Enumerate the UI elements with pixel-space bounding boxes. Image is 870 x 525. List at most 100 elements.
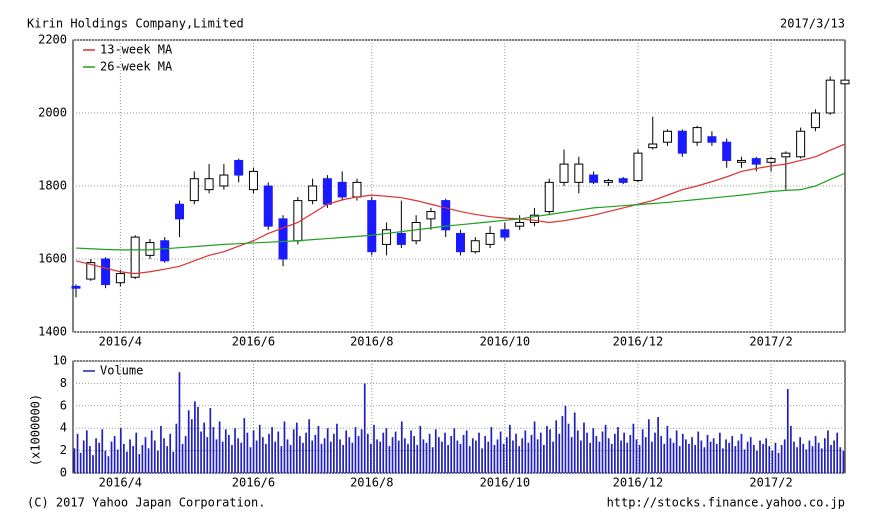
volume-bar [820,448,823,473]
candle-body [529,214,539,223]
volume-bar [397,440,400,473]
volume-bar [107,456,110,473]
y-tick-label: 2000 [38,106,67,120]
volume-bar [166,446,168,473]
volume-bar [496,439,499,473]
x-tick-label: 2017/2 [749,335,792,349]
volume-bar [212,427,215,473]
candle-body [559,163,569,183]
volume-bar [252,430,255,473]
volume-bar [783,439,786,473]
volume-bar [160,425,162,473]
volume-bar [512,440,514,473]
legend-label: Volume [100,364,143,378]
volume-bar [793,441,795,473]
volume-bar [632,423,635,473]
volume-bar [169,433,172,473]
volume-bar [589,442,592,473]
volume-bar [583,422,585,473]
candle-body [160,240,170,262]
x-tick-label: 2016/12 [613,476,664,490]
x-tick-label: 2017/2 [749,476,792,490]
volume-bar [305,432,307,473]
volume-bar [604,424,607,473]
volume-bar [135,432,138,473]
volume-bar [746,441,749,473]
volume-bar [95,438,97,473]
candle-body [692,127,702,143]
x-tick-label: 2016/6 [232,335,275,349]
volume-bar [462,434,465,473]
volume-bar [700,440,703,473]
volume-bar [811,446,814,473]
volume-bar [521,438,524,473]
volume-bar [357,436,360,473]
volume-bar [258,424,261,473]
volume-bar [243,418,246,473]
volume-bar [382,432,385,473]
candle-body [175,203,185,220]
x-tick-label: 2016/10 [480,335,531,349]
volume-bar [274,441,277,473]
volume-bar [502,443,505,473]
volume-bar [441,441,443,473]
volume-bar [215,439,218,473]
volume-bar [629,434,632,473]
volume-bar [468,446,471,473]
x-tick-label: 2016/4 [99,476,142,490]
volume-bar [345,430,348,473]
x-tick-label: 2016/12 [613,335,664,349]
candle-body [308,185,318,202]
candle-body [722,141,732,161]
volume-bar [339,439,341,473]
volume-bar [342,445,344,473]
volume-bar [228,434,230,473]
volume-bar [817,442,820,473]
volume-bar [197,406,199,473]
volume-bar [187,410,190,473]
volume-bar [283,421,286,473]
volume-bar [777,452,780,473]
candle-body [840,79,850,85]
volume-bar [697,431,700,473]
volume-bar [147,448,150,473]
volume-bar [73,448,76,473]
volume-bar [756,450,758,473]
volume-bar [552,441,554,473]
volume-bar [237,438,239,473]
candle-body [544,181,554,213]
volume-bar [635,439,638,473]
candle-body [219,174,229,187]
volume-bar [715,443,718,473]
volume-bar [542,445,545,473]
volume-bar [234,428,236,473]
volume-bar [379,441,382,473]
volume-bar [370,443,372,473]
candle-body [825,79,835,114]
volume-bar [549,429,551,473]
volume-bar [249,447,252,473]
volume-bar [438,437,440,473]
volume-bar [385,428,388,473]
volume-bar [206,437,209,473]
volume-bar [734,446,737,473]
volume-bar [518,446,520,473]
volume-bar [774,442,777,473]
volume-bar [570,437,573,473]
volume-bar [824,438,826,473]
candle-body [515,222,525,227]
volume-bar [814,436,817,473]
volume-bar [638,445,641,473]
volume-bar [113,436,116,473]
volume-bar [366,433,369,473]
y-tick-label: 1600 [38,252,67,266]
volume-bar [190,419,193,473]
volume-bar [218,421,221,473]
volume-bar [98,442,101,473]
volume-bar [830,445,832,473]
volume-bar [576,430,579,473]
volume-bar [141,445,144,473]
volume-bar [184,436,187,473]
volume-bar [444,432,446,473]
volume-bar [515,433,517,473]
